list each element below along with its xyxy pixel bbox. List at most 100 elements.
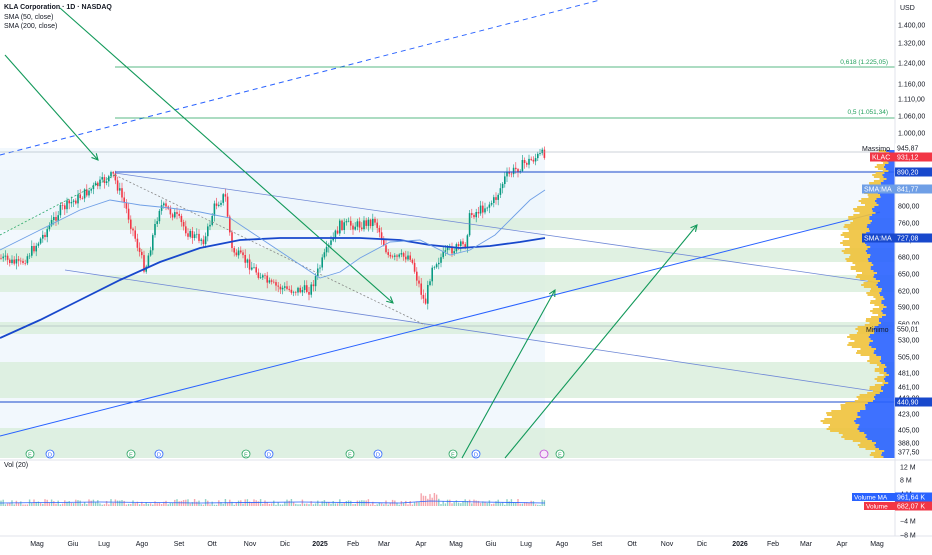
- candle-body: [504, 176, 506, 184]
- volume-bar: [380, 503, 383, 506]
- volume-bar: [26, 504, 29, 506]
- vp-down-bar: [869, 290, 882, 292]
- volume-bar: [466, 501, 469, 506]
- candle-body: [497, 194, 499, 200]
- volume-bar: [488, 500, 491, 506]
- vp-down-bar: [882, 170, 889, 172]
- candle-body: [171, 214, 174, 218]
- vp-down-bar: [872, 308, 883, 310]
- event-label: D: [376, 453, 380, 459]
- indicator-sma50[interactable]: SMA (50, close): [4, 13, 54, 21]
- candle-body: [141, 251, 143, 256]
- candle-body: [222, 194, 224, 203]
- volume-bar: [444, 503, 447, 506]
- vp-down-bar: [854, 340, 873, 342]
- candle-body: [420, 283, 422, 295]
- vp-down-bar: [868, 196, 881, 198]
- vp-down-bar: [843, 226, 867, 228]
- vp-up-bar: [873, 276, 895, 278]
- candle-body: [369, 219, 372, 226]
- event-label: D: [157, 453, 161, 459]
- candle-body: [154, 224, 156, 236]
- event-label: E: [28, 453, 32, 459]
- volume-bar: [352, 504, 354, 506]
- candle-body: [528, 158, 530, 165]
- volume-bar: [534, 504, 537, 506]
- candle-body: [486, 207, 488, 209]
- time-tick-label: Dic: [697, 541, 708, 548]
- volume-bar: [262, 503, 264, 506]
- candle-body: [143, 255, 145, 272]
- vp-up-bar: [883, 378, 895, 380]
- vp-up-bar: [875, 278, 895, 280]
- arrow-1: [4, 54, 99, 161]
- candle-body: [37, 243, 40, 246]
- candle-body: [147, 255, 150, 267]
- vp-up-bar: [888, 162, 895, 164]
- vp-up-bar: [865, 404, 895, 406]
- sma200-value: 727,08: [897, 236, 919, 243]
- vp-down-bar: [870, 302, 882, 304]
- candle-body: [539, 153, 541, 154]
- candle-body: [345, 221, 348, 223]
- volume-bar: [202, 504, 205, 506]
- volume-bar: [57, 500, 59, 506]
- event-marker-e: E: [345, 449, 355, 459]
- volume-bar: [295, 503, 297, 506]
- event-circle: [448, 449, 458, 459]
- sma50-value: 841,77: [897, 187, 919, 194]
- price-tick-label: 800,00: [898, 204, 920, 211]
- candle-body: [246, 259, 249, 263]
- volume-bar: [288, 500, 290, 506]
- volume-bar: [504, 504, 506, 506]
- time-tick-label: Set: [592, 541, 603, 548]
- candle-body: [462, 241, 464, 245]
- vp-up-bar: [872, 208, 895, 210]
- candle-body: [429, 281, 431, 285]
- vp-up-bar: [886, 178, 895, 180]
- price-tick-label: 530,00: [898, 338, 920, 345]
- volume-bar: [145, 502, 147, 506]
- candle-body: [189, 230, 191, 237]
- candle-body: [169, 208, 172, 215]
- candle-body: [361, 227, 363, 230]
- candle-body: [482, 205, 484, 213]
- volume-bar: [284, 501, 286, 506]
- candle-body: [50, 220, 53, 226]
- vp-down-bar: [865, 448, 879, 450]
- candle-body: [33, 246, 35, 252]
- price-tick-label: 405,00: [898, 428, 920, 435]
- candle-body: [466, 235, 469, 248]
- volume-bar: [497, 499, 499, 506]
- volume-bar: [83, 502, 86, 506]
- volume-bar: [39, 502, 42, 506]
- vp-down-bar: [843, 252, 867, 254]
- volume-bar: [306, 503, 308, 506]
- vp-down-bar: [875, 172, 885, 174]
- vp-up-bar: [854, 420, 895, 422]
- candle-body: [310, 284, 312, 295]
- volume-bar: [281, 504, 284, 506]
- vp-up-bar: [873, 328, 895, 330]
- candle-body: [72, 200, 75, 202]
- candle-body: [152, 235, 154, 251]
- vp-up-bar: [881, 316, 895, 318]
- vp-up-bar: [877, 286, 895, 288]
- indicator-sma200[interactable]: SMA (200, close): [4, 23, 58, 30]
- candle-body: [416, 271, 418, 281]
- vp-down-bar: [855, 270, 874, 272]
- vp-down-bar: [841, 436, 866, 438]
- volume-bar: [446, 499, 449, 506]
- volume-bar: [149, 503, 152, 506]
- volume-bar: [411, 504, 414, 506]
- volume-title[interactable]: Vol (20): [4, 462, 29, 469]
- event-marker-d: D: [264, 449, 274, 459]
- candle-body: [196, 233, 198, 235]
- chart-title[interactable]: KLA Corporation · 1D · NASDAQ: [4, 4, 112, 11]
- volume-bar: [389, 502, 392, 506]
- volume-bar: [75, 499, 77, 506]
- event-circle: [373, 449, 383, 459]
- vp-up-bar: [876, 272, 895, 274]
